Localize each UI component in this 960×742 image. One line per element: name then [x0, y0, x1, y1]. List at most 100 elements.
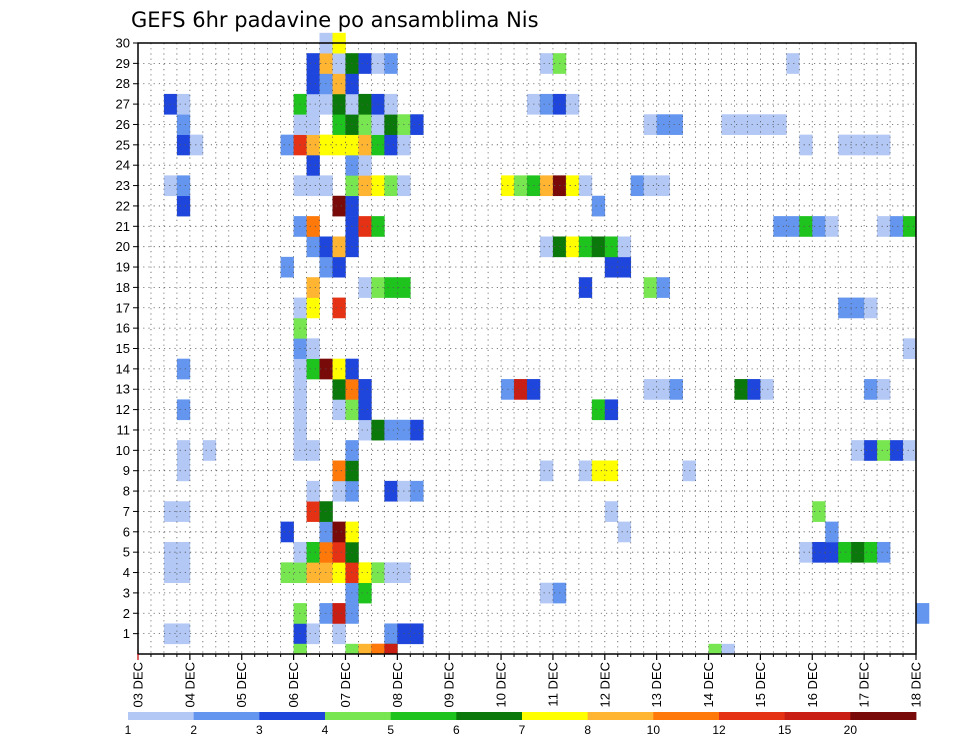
heatmap-cell	[877, 379, 891, 400]
heatmap-cell	[345, 643, 359, 655]
colorbar-swatch	[719, 712, 786, 720]
heatmap-cell	[721, 643, 735, 655]
y-tick-label: 12	[116, 402, 130, 417]
x-tick-label: 06 DEC	[286, 662, 301, 708]
colorbar-label: 10	[647, 723, 661, 737]
heatmap-cell	[163, 623, 178, 645]
heatmap-cell	[306, 175, 320, 197]
heatmap-cell	[916, 603, 930, 624]
heatmap-cell	[565, 175, 580, 197]
heatmap-cell	[773, 216, 787, 237]
heatmap-cell	[358, 379, 372, 400]
heatmap-cell	[708, 643, 722, 655]
heatmap-cell	[890, 440, 904, 461]
heatmap-cell	[643, 175, 657, 197]
colorbar-swatch	[784, 712, 851, 720]
heatmap-cell	[358, 216, 372, 237]
heatmap-cell	[306, 338, 320, 359]
heatmap-cell	[332, 195, 346, 217]
x-tick-label: 05 DEC	[234, 662, 249, 708]
heatmap-cell	[189, 134, 204, 156]
heatmap-cell	[760, 114, 774, 135]
y-tick-label: 2	[123, 606, 130, 621]
y-axis: 1234567891011121314151617181920212223242…	[116, 36, 138, 641]
heatmap-cell	[176, 460, 191, 482]
y-tick-label: 11	[117, 422, 131, 437]
heatmap-cell	[176, 501, 191, 522]
heatmap-cell	[877, 216, 891, 237]
heatmap-cell	[864, 440, 878, 461]
heatmap-cell	[773, 114, 787, 135]
y-tick-label: 3	[123, 585, 130, 600]
heatmap-cell	[786, 53, 800, 74]
heatmap-cell	[565, 236, 580, 258]
heatmap-cell	[825, 521, 839, 543]
heatmap-cell	[384, 623, 398, 645]
y-tick-label: 18	[116, 280, 130, 295]
heatmap-cell	[812, 501, 826, 522]
heatmap-cell	[539, 175, 554, 197]
y-tick-label: 17	[116, 300, 130, 315]
y-tick-label: 25	[116, 137, 130, 152]
heatmap-cell	[358, 114, 372, 135]
heatmap-cell	[786, 216, 800, 237]
heatmap-cell	[669, 114, 683, 135]
x-tick-label: 14 DEC	[701, 662, 716, 708]
x-axis: 03 DEC 04 DEC 05 DEC 06 DEC 07 DEC 08 DEC 09 D…	[131, 654, 924, 708]
heatmap-cell	[332, 623, 346, 645]
heatmap-cell	[332, 603, 346, 624]
heatmap-cell	[410, 480, 424, 502]
heatmap-cell	[306, 501, 320, 522]
heatmap-cell	[838, 541, 852, 563]
heatmap-cell	[176, 114, 191, 135]
x-tick-label: 07 DEC	[338, 662, 353, 708]
heatmap-cell	[591, 195, 606, 217]
colorbar-swatch	[653, 712, 720, 720]
heatmap-cell	[734, 114, 748, 135]
heatmap-cell	[877, 134, 891, 156]
colorbar-label: 15	[778, 723, 792, 737]
heatmap-cell	[643, 277, 657, 298]
heatmap-cell	[306, 236, 320, 258]
x-tick-label: 16 DEC	[805, 662, 820, 708]
heatmap-cell	[514, 175, 528, 197]
y-tick-label: 4	[123, 565, 130, 580]
heatmap-cell	[851, 134, 865, 156]
colorbar-swatch	[325, 712, 392, 720]
heatmap-cell	[332, 297, 346, 319]
y-tick-label: 24	[116, 158, 130, 173]
heatmap-cell	[358, 582, 372, 604]
heatmap-cell	[332, 73, 346, 95]
x-tick-label: 17 DEC	[857, 662, 872, 708]
heatmap-cell	[332, 460, 346, 482]
heatmap-cell	[306, 155, 320, 176]
y-tick-label: 6	[123, 524, 130, 539]
colorbar-swatch	[193, 712, 260, 720]
heatmap-cell	[877, 440, 891, 461]
y-tick-label: 28	[116, 76, 130, 91]
heatmap-cell	[812, 216, 826, 237]
heatmap-cell	[176, 541, 191, 563]
y-tick-label: 9	[123, 463, 130, 478]
heatmap-cell	[176, 195, 191, 217]
heatmap-cell	[799, 216, 813, 237]
heatmap-cell	[358, 399, 372, 421]
heatmap-cell	[851, 541, 865, 563]
colorbar: 1 2 3 4 5 6 7 8 10 12 15 20	[125, 712, 917, 737]
heatmap-cell	[176, 399, 191, 421]
heatmap-cell	[669, 379, 683, 400]
heatmap-cell	[306, 93, 320, 115]
y-tick-label: 7	[123, 504, 130, 519]
y-tick-label: 19	[116, 260, 130, 275]
heatmap-cell	[332, 399, 346, 421]
heatmap-cell	[838, 297, 852, 319]
y-tick-label: 16	[116, 321, 130, 336]
colorbar-label: 4	[322, 723, 329, 737]
y-tick-label: 27	[116, 97, 130, 112]
heatmap-cell	[332, 480, 346, 502]
heatmap-cell	[539, 460, 554, 482]
colorbar-swatch	[390, 712, 457, 720]
heatmap-cell	[825, 541, 839, 563]
heatmap-cell	[410, 623, 424, 645]
